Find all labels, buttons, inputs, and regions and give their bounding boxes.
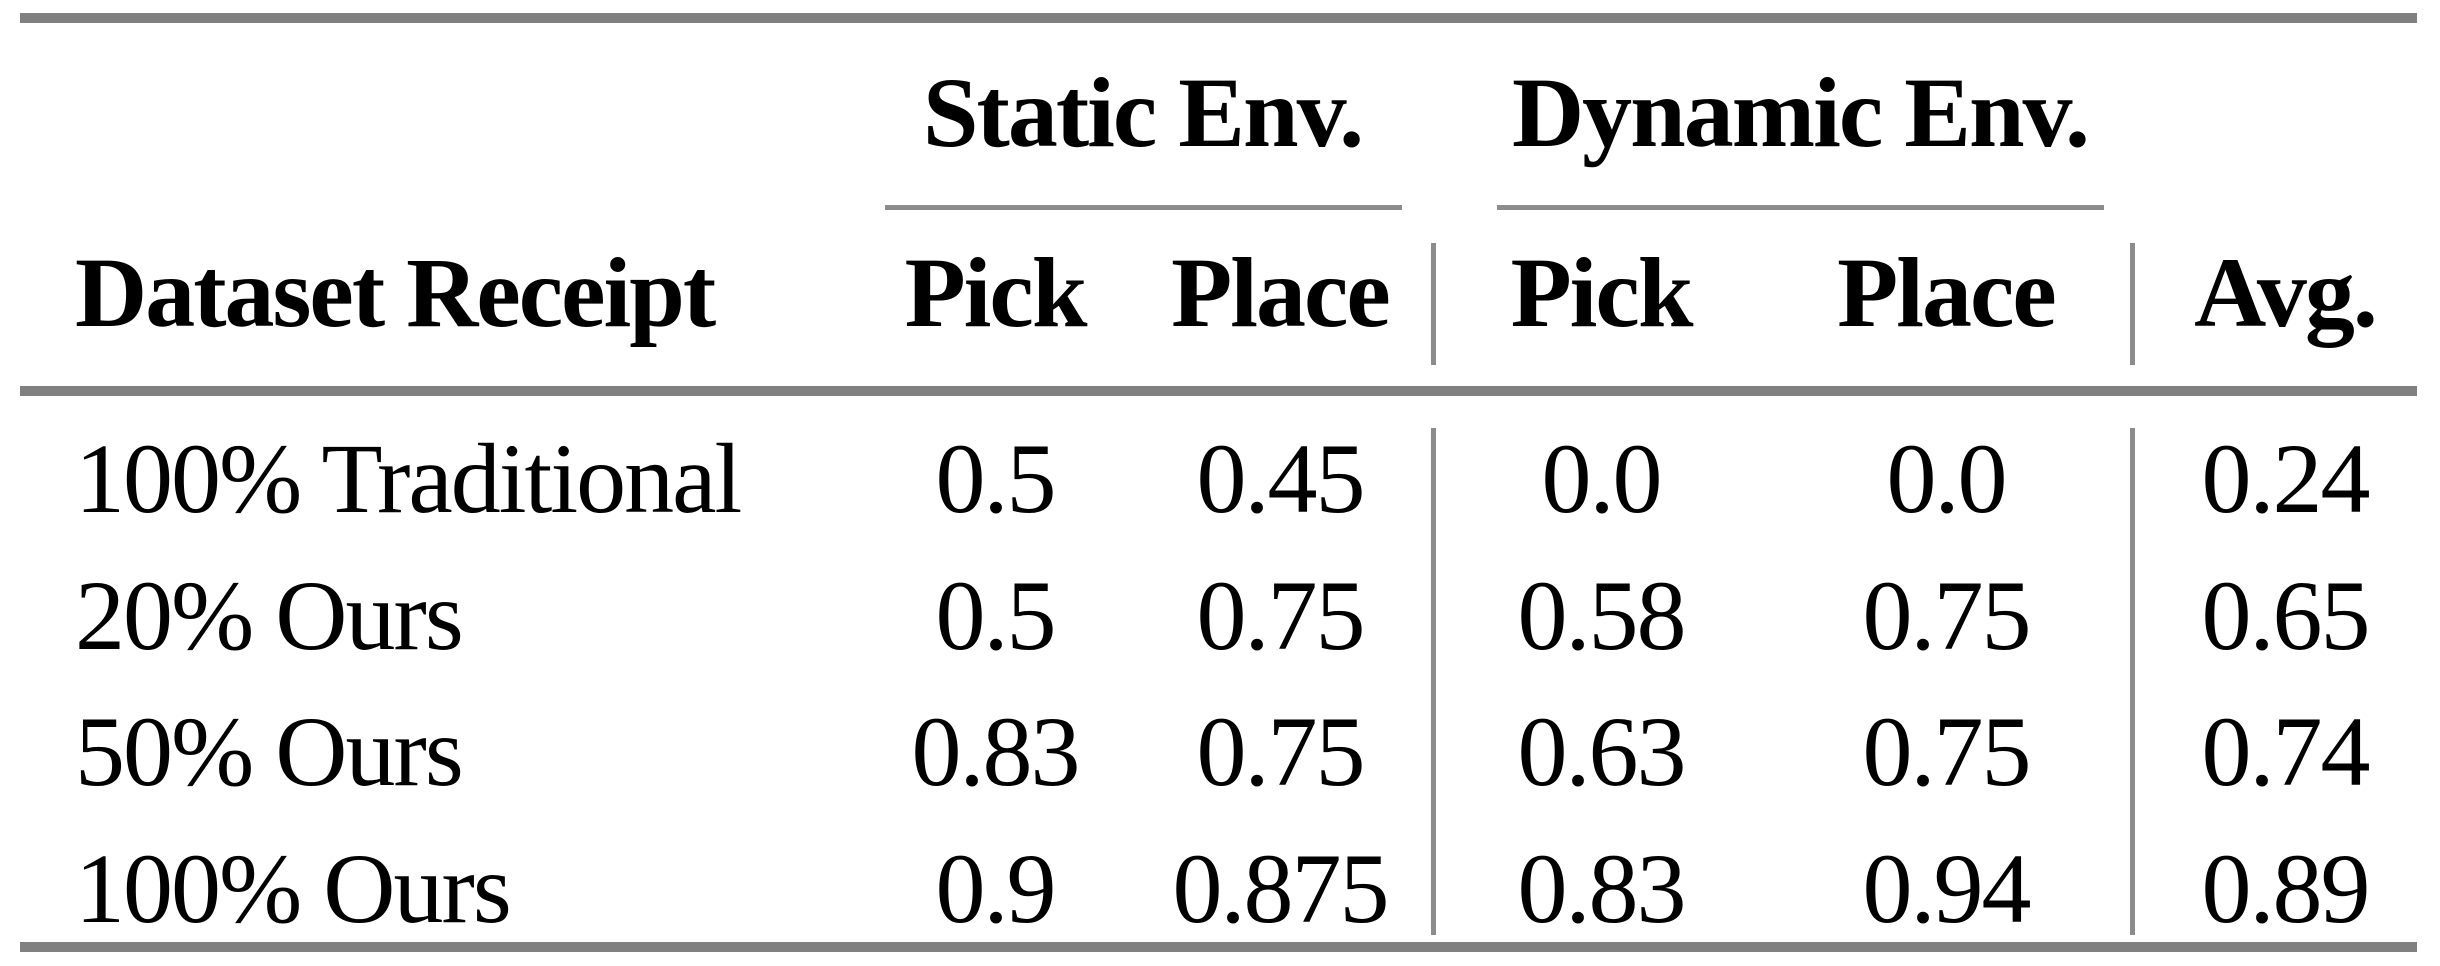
top-rule xyxy=(20,13,2417,23)
header-vertical-separator-2 xyxy=(2130,243,2135,365)
bottom-rule xyxy=(20,942,2417,952)
avg-header: Avg. xyxy=(2194,237,2378,348)
column-header-row: Dataset Receipt Pick Place Pick Place Av… xyxy=(0,235,2440,350)
static-place-cell: 0.75 xyxy=(1196,696,1366,807)
dynamic-pick-header: Pick xyxy=(1510,237,1694,348)
avg-cell: 0.65 xyxy=(2201,560,2371,671)
dynamic-pick-cell: 0.0 xyxy=(1541,423,1663,534)
dynamic-place-cell: 0.0 xyxy=(1886,423,2008,534)
avg-cell: 0.89 xyxy=(2201,833,2371,944)
dynamic-place-header: Place xyxy=(1837,237,2057,348)
row-label: 50% Ours xyxy=(75,696,464,807)
static-place-header: Place xyxy=(1171,237,1391,348)
dynamic-pick-cell: 0.58 xyxy=(1517,560,1687,671)
static-pick-cell: 0.5 xyxy=(935,423,1057,534)
table-row: 20% Ours 0.5 0.75 0.58 0.75 0.65 xyxy=(0,563,2440,669)
static-place-cell: 0.75 xyxy=(1196,560,1366,671)
table-row: 100% Ours 0.9 0.875 0.83 0.94 0.89 xyxy=(0,836,2440,942)
static-place-cell: 0.45 xyxy=(1196,423,1366,534)
static-pick-header: Pick xyxy=(904,237,1088,348)
static-pick-cell: 0.83 xyxy=(911,696,1081,807)
header-vertical-separator-1 xyxy=(1431,243,1436,365)
row-label: 100% Traditional xyxy=(75,423,742,534)
static-env-group-header: Static Env. xyxy=(922,57,1364,168)
static-pick-cell: 0.5 xyxy=(935,560,1057,671)
row-label: 100% Ours xyxy=(75,833,512,944)
avg-cell: 0.24 xyxy=(2201,423,2371,534)
dynamic-place-cell: 0.75 xyxy=(1862,696,2032,807)
dynamic-place-cell: 0.94 xyxy=(1862,833,2032,944)
static-env-cmidrule xyxy=(885,205,1402,210)
static-pick-cell: 0.9 xyxy=(935,833,1057,944)
avg-cell: 0.74 xyxy=(2201,696,2371,807)
table-row: 100% Traditional 0.5 0.45 0.0 0.0 0.24 xyxy=(0,426,2440,532)
dataset-receipt-header: Dataset Receipt xyxy=(75,237,716,348)
dynamic-env-cmidrule xyxy=(1497,205,2104,210)
dynamic-pick-cell: 0.83 xyxy=(1517,833,1687,944)
table-row: 50% Ours 0.83 0.75 0.63 0.75 0.74 xyxy=(0,699,2440,805)
dynamic-place-cell: 0.75 xyxy=(1862,560,2032,671)
header-body-rule xyxy=(20,386,2417,396)
dynamic-pick-cell: 0.63 xyxy=(1517,696,1687,807)
body-vertical-separator-2 xyxy=(2130,428,2135,935)
body-vertical-separator-1 xyxy=(1431,428,1436,935)
dynamic-env-group-header: Dynamic Env. xyxy=(1511,57,2090,168)
row-label: 20% Ours xyxy=(75,560,464,671)
static-place-cell: 0.875 xyxy=(1172,833,1390,944)
